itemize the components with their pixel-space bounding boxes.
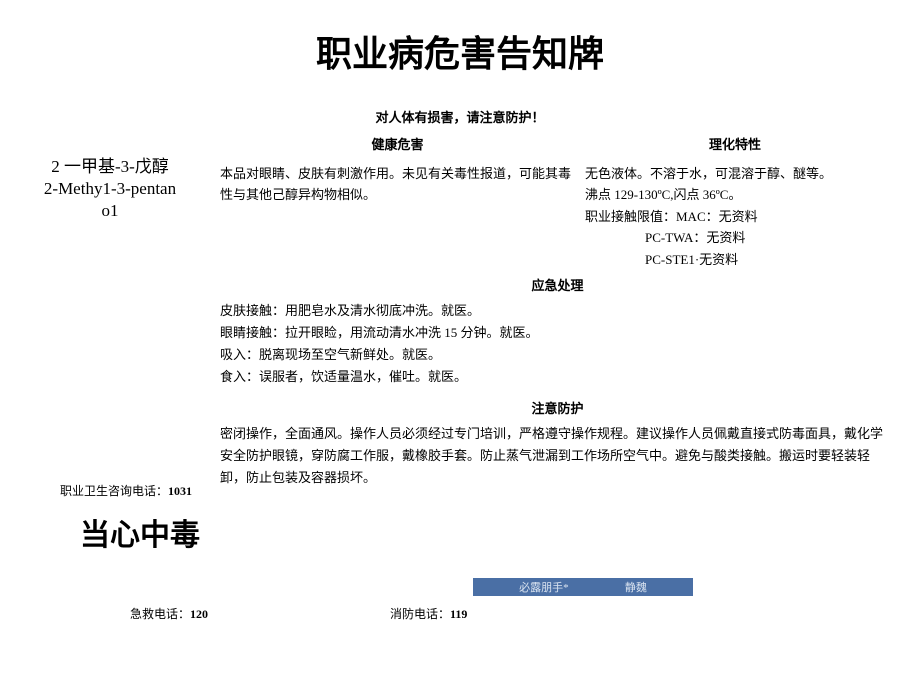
content-area: 2 一甲基-3-戊醇 2-Methy1-3-pentan o1 健康危害 理化特… — [0, 134, 920, 489]
chemical-name-en-1: 2-Methy1-3-pentan — [0, 179, 220, 199]
fire-phone-label: 消防电话： — [390, 607, 450, 621]
chemical-name-en-2: o1 — [0, 201, 220, 221]
protection-title: 注意防护 — [220, 398, 895, 417]
watermark-right-text: 静魏 — [625, 579, 647, 595]
hotline-number: 1031 — [168, 484, 192, 498]
protection-content: 密闭操作，全面通风。操作人员必须经过专门培训，严格遵守操作规程。建议操作人员佩戴… — [220, 423, 895, 489]
fire-phone-number: 119 — [450, 607, 467, 621]
physical-content: 无色液体。不溶于水，可混溶于醇、醚等。 沸点 129-130ºC,闪点 36ºC… — [575, 163, 895, 265]
physical-line-1: 无色液体。不溶于水，可混溶于醇、醚等。 — [585, 163, 895, 184]
emergency-title: 应急处理 — [220, 275, 895, 294]
emergency-line-1: 皮肤接触：用肥皂水及清水彻底冲洗。就医。 — [220, 300, 895, 322]
document-title: 职业病危害告知牌 — [0, 25, 920, 77]
emergency-line-2: 眼睛接触：拉开眼睑，用流动清水冲洗 15 分钟。就医。 — [220, 322, 895, 344]
emergency-phone-number: 120 — [190, 607, 208, 621]
occupational-hotline: 职业卫生咨询电话：1031 — [60, 482, 192, 499]
watermark-bar: 必露朋手* 静魏 — [473, 578, 693, 596]
health-hazard-content: 本品对眼睛、皮肤有刺激作用。未见有关毒性报道，可能其毒性与其他己醇异构物相似。 — [220, 163, 575, 265]
physical-line-4: PC-TWA：无资料 — [585, 227, 895, 248]
physical-title: 理化特性 — [575, 134, 895, 153]
hotline-label: 职业卫生咨询电话： — [60, 484, 168, 498]
warning-caption: 当心中毒 — [80, 510, 200, 554]
emergency-content: 皮肤接触：用肥皂水及清水彻底冲洗。就医。 眼睛接触：拉开眼睑，用流动清水冲洗 1… — [220, 300, 895, 388]
emergency-line-4: 食入：误服者，饮适量温水，催吐。就医。 — [220, 366, 895, 388]
physical-line-3: 职业接触限值：MAC：无资料 — [585, 206, 895, 227]
emergency-line-3: 吸入：脱离现场至空气新鲜处。就医。 — [220, 344, 895, 366]
emergency-phone: 急救电话：120 — [130, 605, 390, 622]
fire-phone: 消防电话：119 — [390, 605, 467, 622]
health-hazard-title: 健康危害 — [220, 134, 575, 153]
physical-line-5: PC-STE1·无资料 — [585, 249, 895, 265]
chemical-name-block: 2 一甲基-3-戊醇 2-Methy1-3-pentan o1 — [0, 134, 220, 489]
physical-line-2: 沸点 129-130ºC,闪点 36ºC。 — [585, 184, 895, 205]
bottom-phone-row: 急救电话：120 消防电话：119 — [130, 605, 467, 622]
details-block: 健康危害 理化特性 本品对眼睛、皮肤有刺激作用。未见有关毒性报道，可能其毒性与其… — [220, 134, 920, 489]
watermark-left-text: 必露朋手* — [519, 579, 569, 595]
document-subtitle: 对人体有损害，请注意防护！ — [0, 107, 920, 126]
emergency-phone-label: 急救电话： — [130, 607, 190, 621]
chemical-name-cn: 2 一甲基-3-戊醇 — [0, 152, 220, 177]
